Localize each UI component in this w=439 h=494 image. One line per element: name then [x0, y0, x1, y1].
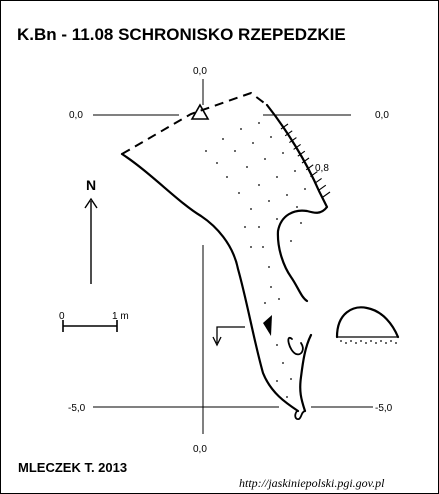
hachure-tick — [280, 123, 289, 130]
page-title: K.Bn - 11.08 SCHRONISKO RZEPEDZKIE — [17, 25, 346, 44]
cross-section-arch — [335, 306, 400, 339]
sediment-dot — [268, 266, 270, 268]
sediment-dot — [216, 162, 218, 164]
floor-sediment-dots — [205, 122, 306, 398]
hachure-tick — [293, 143, 301, 150]
hachure-tick — [310, 171, 318, 178]
grid-label-left-top: 0,0 — [69, 110, 83, 121]
cave-wall-lower — [299, 333, 313, 413]
sediment-dot — [246, 166, 248, 168]
sediment-dot — [286, 194, 288, 196]
sediment-dot — [226, 176, 228, 178]
north-label: N — [86, 177, 96, 193]
sediment-dot — [276, 176, 278, 178]
cross-section-dot — [370, 340, 372, 342]
section-arrow-icon — [212, 336, 222, 347]
cave-wall-left — [120, 152, 300, 413]
sediment-dot — [238, 192, 240, 194]
sediment-dot — [296, 206, 298, 208]
source-url: http://jaskiniepolski.pgi.gov.pl — [239, 476, 385, 490]
cross-section-dot — [355, 342, 357, 344]
cross-section-dot — [390, 340, 392, 342]
sediment-dot — [258, 226, 260, 228]
grid-label-top-center: 0,0 — [193, 66, 207, 77]
cross-section-dots — [340, 340, 397, 344]
hachure-tick — [314, 177, 322, 184]
sediment-dot — [240, 128, 242, 130]
sediment-dot — [286, 396, 288, 398]
sediment-dot — [264, 158, 266, 160]
section-line — [216, 326, 245, 343]
slope-arrow-icon — [263, 315, 272, 336]
slope-hachures — [280, 123, 331, 198]
datum-triangle-icon — [190, 103, 210, 120]
hachure-tick — [297, 150, 306, 157]
cross-section-dot — [375, 342, 377, 344]
sediment-dot — [294, 170, 296, 172]
sediment-dot — [290, 378, 292, 380]
cross-section-dot — [345, 342, 347, 344]
cross-section-dot — [365, 342, 367, 344]
sediment-dot — [268, 200, 270, 202]
sediment-dot — [250, 246, 252, 248]
scale-label-start: 0 — [59, 311, 65, 322]
sediment-dot — [304, 188, 306, 190]
sediment-dot — [244, 226, 246, 228]
sediment-dot — [262, 246, 264, 248]
sediment-dot — [222, 138, 224, 140]
grid-label-right-bottom: -5,0 — [375, 403, 393, 414]
hachure-tick — [318, 184, 327, 191]
north-arrow-icon — [84, 197, 98, 209]
sediment-dot — [276, 380, 278, 382]
sediment-dot — [270, 136, 272, 138]
sediment-dot — [300, 222, 302, 224]
grid-label-right-top: 0,0 — [375, 110, 389, 121]
sediment-dot — [252, 142, 254, 144]
scale-label-end: 1 m — [112, 311, 129, 322]
sediment-dot — [282, 362, 284, 364]
sediment-dot — [290, 240, 292, 242]
cave-wall-right — [265, 103, 329, 303]
sediment-dot — [258, 184, 260, 186]
sediment-dot — [234, 150, 236, 152]
passage-end — [294, 410, 306, 421]
sediment-dot — [270, 286, 272, 288]
sediment-dot — [282, 152, 284, 154]
sediment-dot — [205, 150, 207, 152]
hachure-tick — [284, 130, 293, 137]
cross-section-dot — [380, 340, 382, 342]
sediment-dot — [278, 298, 280, 300]
sediment-dot — [264, 302, 266, 304]
sediment-dot — [276, 344, 278, 346]
grid-label-bottom-center: 0,0 — [193, 444, 207, 455]
sediment-dot — [258, 122, 260, 124]
hachure-tick — [322, 191, 331, 198]
sediment-dot — [276, 218, 278, 220]
drip-line-dashed — [121, 91, 268, 155]
cross-section-dot — [395, 342, 397, 344]
hachure-tick — [305, 164, 314, 171]
sediment-dot — [250, 208, 252, 210]
author-credit: MLECZEK T. 2013 — [18, 460, 127, 475]
grid-label-left-bottom: -5,0 — [68, 403, 86, 414]
depth-mark: 0,8 — [315, 163, 329, 174]
rock-pillar — [287, 336, 304, 356]
cross-section-dot — [360, 340, 362, 342]
cross-section-dot — [385, 342, 387, 344]
cross-section-dot — [350, 340, 352, 342]
hachure-tick — [301, 157, 310, 164]
hachure-tick — [289, 137, 297, 144]
cross-section-dot — [340, 340, 342, 342]
